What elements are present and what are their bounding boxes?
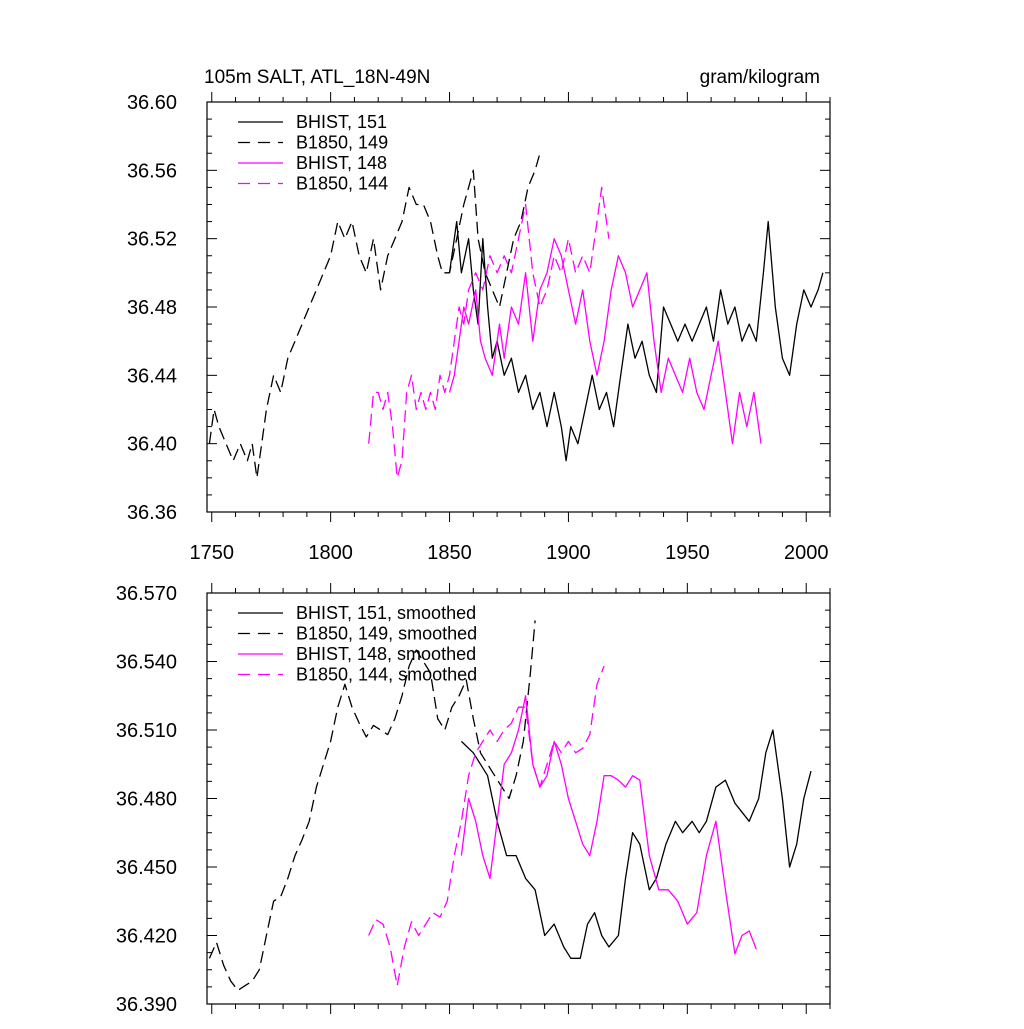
panel-1-series-group bbox=[208, 153, 824, 479]
panel-1-legend-label-2: B1850, 149 bbox=[296, 133, 388, 153]
panel-1-legend-label-1: BHIST, 151 bbox=[296, 112, 387, 132]
panel-2-ytick-label-6: 36.570 bbox=[116, 583, 177, 605]
panel-1-ytick-label-3: 36.48 bbox=[127, 297, 177, 319]
panel-1-ytick-label-1: 36.40 bbox=[127, 434, 177, 456]
panel-1-series-4-line bbox=[368, 186, 610, 479]
panel-1-xtick-label-4: 1950 bbox=[665, 542, 710, 564]
panel-1-ytick-label-5: 36.56 bbox=[127, 160, 177, 182]
panel-2-ytick-label-0: 36.390 bbox=[116, 994, 177, 1016]
panel-1-series-2-line bbox=[208, 153, 541, 479]
panel-2-ytick-label-2: 36.450 bbox=[116, 857, 177, 879]
panel-2-ytick-label-4: 36.510 bbox=[116, 720, 177, 742]
panel-2: 36.390 36.420 36.450 36.480 36.510 36.540 36.5… bbox=[116, 583, 831, 1016]
panel-2-ytick-label-3: 36.480 bbox=[116, 789, 177, 811]
panel-2-ytick-label-5: 36.540 bbox=[116, 652, 177, 674]
panel-2-legend-label-4: B1850, 144, smoothed bbox=[296, 665, 477, 685]
panel-1-xtick-label-0: 1750 bbox=[190, 542, 235, 564]
panel-1: 1750 1800 1850 1900 1950 2000 36.36 36.40 36.44 3… bbox=[127, 67, 831, 564]
panel-2-series-4-line bbox=[368, 665, 605, 987]
panel-1-series-3-line bbox=[448, 238, 762, 445]
panel-1-ytick-label-2: 36.44 bbox=[127, 365, 177, 387]
panel-1-ytick-label-4: 36.52 bbox=[127, 229, 177, 251]
panel-2-series-2-line bbox=[208, 620, 536, 991]
panel-1-legend-label-3: BHIST, 148 bbox=[296, 153, 387, 173]
panel-1-series-1-line bbox=[448, 220, 824, 462]
panel-2-series-3-line bbox=[460, 695, 757, 955]
panel-1-ytick-label-6: 36.60 bbox=[127, 92, 177, 114]
panel-1-xtick-label-1: 1800 bbox=[308, 542, 353, 564]
panel-1-title-right: gram/kilogram bbox=[700, 67, 820, 88]
panel-1-xtick-label-3: 1900 bbox=[546, 542, 591, 564]
panel-2-legend-label-1: BHIST, 151, smoothed bbox=[296, 603, 476, 623]
panel-1-xtick-label-2: 1850 bbox=[427, 542, 472, 564]
panel-1-legend-label-4: B1850, 144 bbox=[296, 174, 388, 194]
panel-2-ytick-label-1: 36.420 bbox=[116, 926, 177, 948]
panel-2-series-group bbox=[208, 620, 812, 991]
panel-2-series-1-line bbox=[460, 729, 812, 959]
panel-1-ytick-label-0: 36.36 bbox=[127, 502, 177, 524]
panel-2-legend-label-2: B1850, 149, smoothed bbox=[296, 624, 477, 644]
panel-1-title-left: 105m SALT, ATL_18N-49N bbox=[204, 67, 430, 88]
panel-2-legend-label-3: BHIST, 148, smoothed bbox=[296, 644, 476, 664]
panel-1-xtick-label-5: 2000 bbox=[784, 542, 829, 564]
